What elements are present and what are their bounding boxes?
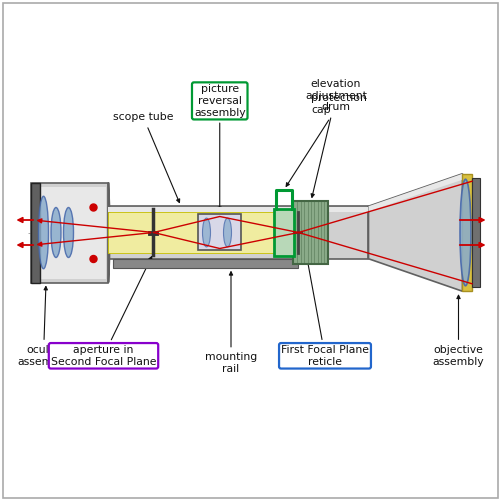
Text: aperture in
Second Focal Plane: aperture in Second Focal Plane	[51, 256, 156, 366]
Polygon shape	[368, 174, 461, 211]
FancyBboxPatch shape	[108, 206, 368, 259]
Text: mounting
rail: mounting rail	[204, 272, 257, 374]
FancyBboxPatch shape	[471, 178, 479, 287]
Ellipse shape	[459, 180, 470, 286]
Text: ocular
assembly: ocular assembly	[18, 286, 69, 366]
Text: picture
reversal
assembly: picture reversal assembly	[193, 84, 245, 210]
FancyBboxPatch shape	[461, 174, 471, 291]
Text: First Focal Plane
reticle: First Focal Plane reticle	[281, 216, 368, 366]
FancyBboxPatch shape	[198, 214, 240, 250]
Text: objective
assembly: objective assembly	[432, 296, 483, 366]
FancyBboxPatch shape	[36, 186, 106, 278]
Ellipse shape	[223, 218, 231, 247]
Ellipse shape	[39, 196, 49, 269]
Ellipse shape	[202, 218, 210, 247]
Polygon shape	[108, 182, 109, 282]
FancyBboxPatch shape	[31, 182, 40, 282]
FancyBboxPatch shape	[274, 209, 293, 256]
Circle shape	[90, 256, 97, 262]
FancyBboxPatch shape	[108, 207, 368, 212]
Text: protection
cap: protection cap	[286, 94, 366, 186]
Circle shape	[90, 204, 97, 211]
FancyBboxPatch shape	[293, 201, 328, 264]
Ellipse shape	[63, 208, 73, 258]
FancyBboxPatch shape	[31, 182, 108, 282]
Ellipse shape	[51, 208, 61, 258]
Text: scope tube: scope tube	[113, 112, 179, 202]
Polygon shape	[368, 174, 461, 291]
Text: elevation
adjustment
drum: elevation adjustment drum	[305, 80, 366, 198]
FancyBboxPatch shape	[113, 259, 298, 268]
FancyBboxPatch shape	[108, 212, 291, 253]
